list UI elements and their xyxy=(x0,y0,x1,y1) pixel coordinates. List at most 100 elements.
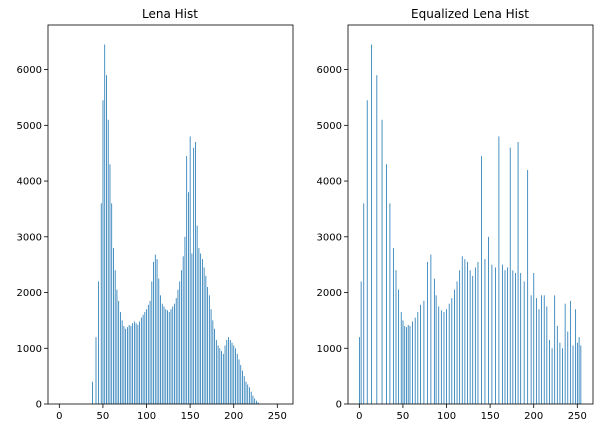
y-tick-label: 6000 xyxy=(17,65,42,76)
histogram-bar xyxy=(98,281,100,404)
histogram-bar xyxy=(501,264,503,404)
histogram-bar xyxy=(212,320,214,404)
histogram-bar xyxy=(498,136,500,404)
histogram-bar xyxy=(154,254,156,404)
y-tick-label: 3000 xyxy=(17,232,42,243)
histogram-bar xyxy=(464,259,466,404)
histogram-bar xyxy=(569,300,571,404)
histogram-bar xyxy=(245,381,247,404)
histogram-bar xyxy=(435,295,437,404)
histogram-bar xyxy=(549,339,550,404)
histogram-bar xyxy=(527,169,529,404)
y-tick-label: 4000 xyxy=(317,177,342,188)
histogram-bar xyxy=(433,278,435,404)
histogram-bar xyxy=(376,75,378,404)
histogram-bar xyxy=(221,351,222,404)
histogram-bar xyxy=(106,75,107,404)
histogram-bar xyxy=(226,339,228,404)
histogram-bar xyxy=(243,376,245,404)
x-tick-label: 250 xyxy=(568,411,587,422)
histogram-bar xyxy=(172,306,174,404)
histogram-bar xyxy=(564,303,566,404)
axes-frame xyxy=(47,24,294,405)
x-tick-label: 100 xyxy=(437,411,456,422)
histogram-bar xyxy=(443,312,445,404)
histogram-bar xyxy=(254,398,256,404)
histogram-bar xyxy=(371,44,372,404)
histogram-bar xyxy=(233,345,235,404)
histogram-bar xyxy=(546,306,548,404)
y-tick-label: 2000 xyxy=(317,288,342,299)
histogram-bar xyxy=(360,281,362,404)
histogram-bar xyxy=(366,100,368,405)
histogram-bar xyxy=(562,348,563,404)
histogram-bar xyxy=(102,100,104,405)
histogram-bar xyxy=(142,314,144,404)
histogram-bar xyxy=(147,304,149,404)
histogram-bar xyxy=(219,348,221,404)
histogram-bar xyxy=(104,44,106,404)
histogram-bar xyxy=(224,345,226,404)
histogram-bar xyxy=(386,164,387,404)
histogram-bar xyxy=(543,295,545,404)
histogram-bar xyxy=(250,391,252,404)
histogram-bar xyxy=(196,225,198,404)
x-tick-label: 0 xyxy=(356,411,362,422)
y-tick-label: 6000 xyxy=(317,65,342,76)
histogram-bar xyxy=(572,345,574,404)
histogram-bar xyxy=(256,400,257,404)
histogram-bar xyxy=(109,164,111,404)
histogram-bar xyxy=(125,328,127,404)
histogram-bar xyxy=(242,370,243,404)
y-axis: 0 1000 2000 3000 4000 5000 6000 xyxy=(317,65,348,411)
histogram-bar xyxy=(189,136,191,404)
histogram-bar xyxy=(481,155,482,404)
histogram-bar xyxy=(400,312,402,404)
histogram-bar xyxy=(132,323,134,404)
lena-hist-plot: Lena Hist 0 50 100 150 200 250 0 1000 2000 3000 4… xyxy=(17,7,294,422)
y-tick-label: 2000 xyxy=(17,288,42,299)
histogram-bar xyxy=(118,300,120,404)
y-tick-label: 5000 xyxy=(17,121,42,132)
histogram-bar xyxy=(409,325,411,404)
histogram-bar xyxy=(228,337,229,404)
histogram-bar xyxy=(461,256,463,404)
histogram-bar xyxy=(459,270,461,404)
bar-series xyxy=(358,44,582,405)
histogram-bar xyxy=(149,300,151,404)
histogram-bar xyxy=(198,247,200,404)
histogram-bar xyxy=(165,309,167,404)
histogram-bar xyxy=(163,306,165,404)
histogram-bar xyxy=(170,309,172,404)
histogram-bar xyxy=(515,273,516,404)
histogram-bar xyxy=(114,270,116,404)
histogram-bar xyxy=(161,303,163,404)
histogram-bar xyxy=(440,310,442,404)
histogram-bar xyxy=(456,281,458,404)
x-tick-label: 0 xyxy=(56,411,62,422)
histogram-bar xyxy=(174,303,175,404)
histogram-bar xyxy=(191,253,193,404)
histogram-bar xyxy=(406,327,407,404)
histogram-bar xyxy=(236,353,238,404)
x-tick-label: 200 xyxy=(224,411,243,422)
histogram-bar xyxy=(207,286,209,404)
histogram-bar xyxy=(139,321,140,404)
histogram-bar xyxy=(214,328,215,404)
histogram-bar xyxy=(523,281,525,404)
histogram-bar xyxy=(175,298,177,404)
histogram-bar xyxy=(120,312,121,404)
y-axis: 0 1000 2000 3000 4000 5000 6000 xyxy=(17,65,48,411)
histogram-bar xyxy=(507,267,509,404)
x-tick-label: 200 xyxy=(524,411,543,422)
histogram-bar xyxy=(126,327,128,404)
histogram-bar xyxy=(151,281,153,404)
histogram-bar xyxy=(477,261,479,405)
histogram-bar xyxy=(217,345,219,404)
axes-frame xyxy=(347,24,594,405)
histogram-bar xyxy=(556,325,558,404)
histogram-bar xyxy=(92,381,93,404)
histogram-bar xyxy=(107,119,109,404)
histogram-bar xyxy=(137,324,139,404)
